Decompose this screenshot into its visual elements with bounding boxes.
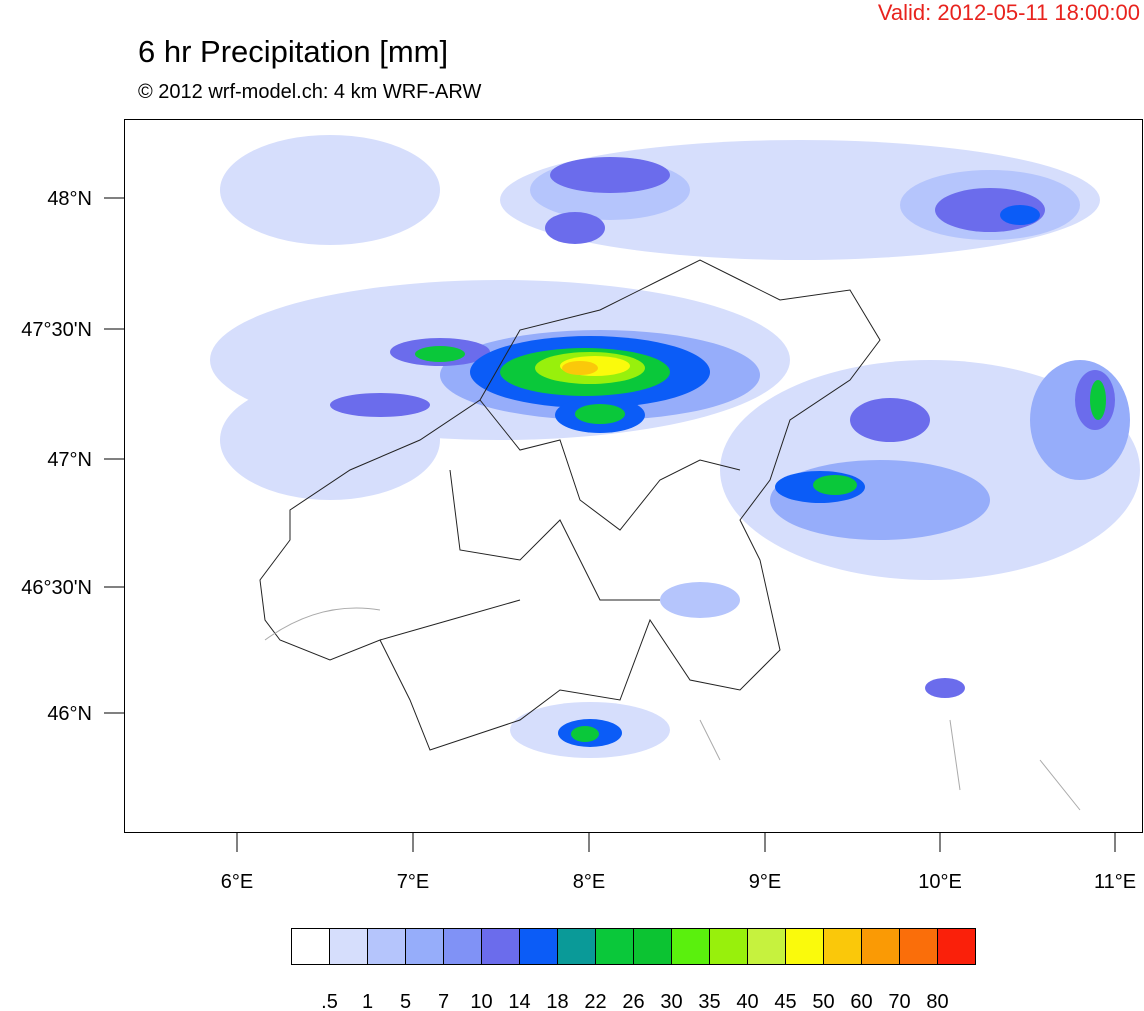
map-subtitle: © 2012 wrf-model.ch: 4 km WRF-ARW xyxy=(138,81,481,103)
legend-box xyxy=(785,928,824,965)
legend-label: 35 xyxy=(698,991,720,1011)
legend-box xyxy=(823,928,862,965)
legend-label: 1 xyxy=(362,991,373,1011)
legend-label: 40 xyxy=(736,991,758,1011)
lat-label: 46°N xyxy=(47,703,92,725)
legend-box xyxy=(481,928,520,965)
lat-label: 47°N xyxy=(47,449,92,471)
legend-box xyxy=(937,928,976,965)
legend-label: 7 xyxy=(438,991,449,1011)
precip-field xyxy=(210,135,1140,758)
borders xyxy=(259,259,881,751)
legend-box xyxy=(671,928,710,965)
legend-box xyxy=(329,928,368,965)
legend-label: 10 xyxy=(470,991,492,1011)
legend-box xyxy=(595,928,634,965)
map-title: 6 hr Precipitation [mm] xyxy=(138,34,448,69)
legend-label: 80 xyxy=(926,991,948,1011)
lon-label: 10°E xyxy=(918,871,962,893)
legend-box xyxy=(861,928,900,965)
legend-box xyxy=(443,928,482,965)
lon-label: 8°E xyxy=(573,871,605,893)
legend-label: 14 xyxy=(508,991,530,1011)
legend-label: 70 xyxy=(888,991,910,1011)
legend-box xyxy=(709,928,748,965)
legend-label: 50 xyxy=(812,991,834,1011)
legend-label: 26 xyxy=(622,991,644,1011)
legend-label: 5 xyxy=(400,991,411,1011)
legend-box xyxy=(291,928,330,965)
lakes xyxy=(264,607,1081,811)
legend-label: 45 xyxy=(774,991,796,1011)
legend-label: 18 xyxy=(546,991,568,1011)
lon-label: 11°E xyxy=(1094,871,1136,893)
legend-label: .5 xyxy=(321,991,338,1011)
map-frame xyxy=(124,119,1143,833)
legend-box xyxy=(747,928,786,965)
lon-label: 6°E xyxy=(221,871,253,893)
lat-label: 47°30'N xyxy=(21,319,92,341)
legend-box xyxy=(519,928,558,965)
legend-box xyxy=(899,928,938,965)
lon-label: 7°E xyxy=(397,871,429,893)
legend-label: 30 xyxy=(660,991,682,1011)
lat-label: 48°N xyxy=(47,188,92,210)
lon-label: 9°E xyxy=(749,871,781,893)
lat-label: 46°30'N xyxy=(21,577,92,599)
legend-box xyxy=(557,928,596,965)
legend-box xyxy=(367,928,406,965)
legend-box xyxy=(633,928,672,965)
valid-time: Valid: 2012-05-11 18:00:00 xyxy=(878,0,1140,25)
legend-label: 22 xyxy=(584,991,606,1011)
legend-box xyxy=(405,928,444,965)
legend-label: 60 xyxy=(850,991,872,1011)
